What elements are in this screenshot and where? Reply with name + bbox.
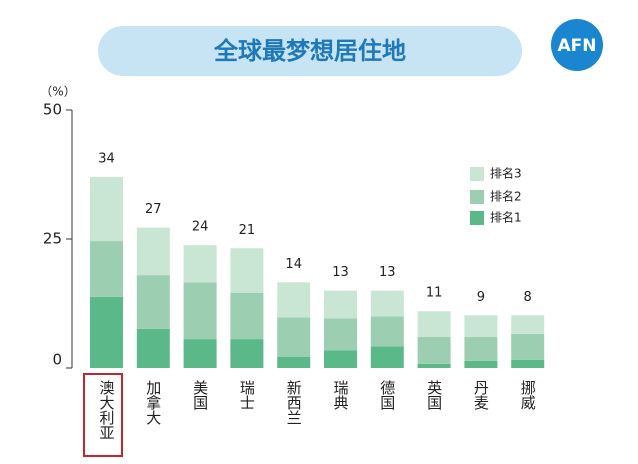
legend-label: 排名3 [490,166,522,181]
bar-segment [464,315,498,338]
bar-segment [183,282,217,340]
y-tick-label: 25 [43,230,62,248]
logo-circle [551,19,603,71]
bar-segment [324,318,357,351]
bar-segment [511,359,545,368]
y-tick-label: 0 [52,351,62,369]
bar-segment [511,315,545,334]
bar-segment [230,292,264,340]
x-tick-label: 英国 [425,379,443,410]
title-banner [98,26,522,76]
chart-title: 全球最梦想居住地 [213,37,406,65]
bar-segment [417,337,451,364]
top-label: 9 [477,290,485,305]
bar-segment [277,317,311,357]
bar-segment [464,337,498,361]
legend-swatch [470,190,484,204]
x-tick-label: 澳大利亚 [98,380,116,440]
legend-label: 排名2 [490,189,522,204]
bar-segment [136,227,170,276]
top-label: 27 [145,202,162,217]
bar-segment [183,245,217,283]
bar-segment [183,339,217,368]
top-label: 34 [98,152,115,167]
bar-segment [370,316,404,347]
bar-segment [277,356,311,368]
top-label: 24 [192,220,209,235]
bar-segment [230,248,264,293]
bar-segment [136,328,170,368]
legend-swatch [470,167,484,181]
bar-segment [511,333,545,360]
bar-segment [417,311,451,338]
x-tick-label: 加拿大 [144,380,162,425]
top-label: 8 [524,290,532,305]
top-label: 13 [379,265,396,280]
x-tick-label: 丹麦 [472,380,490,410]
top-label: 14 [285,257,302,272]
bar-segment [324,350,357,368]
x-tick-label: 瑞典 [332,380,350,410]
bar-segment [464,360,498,368]
bar-segment [90,241,123,297]
bar-segment [277,282,311,318]
bar-segment [90,177,123,242]
legend-swatch [470,211,484,225]
x-tick-label: 美国 [191,380,209,410]
y-tick-label: 50 [43,101,62,119]
top-label: 13 [332,265,349,280]
highlight-box [83,373,123,457]
bar-segment [417,363,451,368]
x-tick-label: 挪威 [519,380,537,411]
x-tick-label: 瑞士 [238,380,256,410]
logo: AFN [558,36,597,56]
x-tick-label: 新西兰 [285,380,303,425]
bar-segment [324,290,357,319]
bar-segment [136,275,170,329]
bar-segment [370,290,404,317]
bar-segment [230,339,264,368]
unit-label: （%） [40,85,75,99]
x-tick-label: 德国 [378,379,396,410]
bar-segment [370,346,404,368]
top-label: 11 [426,286,443,301]
top-label: 21 [239,223,256,238]
bar-segment [90,296,123,368]
legend-label: 排名1 [490,210,522,225]
